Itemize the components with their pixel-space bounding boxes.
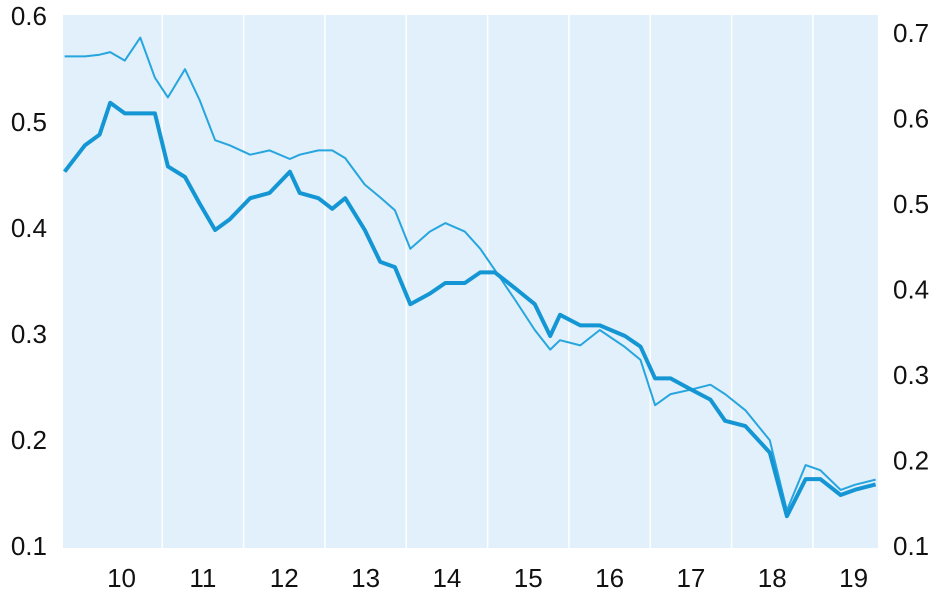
y2-tick-label: 0.3	[893, 360, 929, 390]
y-tick-label: 0.1	[11, 531, 47, 561]
x-tick-label: 18	[758, 563, 787, 593]
x-tick-label: 14	[432, 563, 461, 593]
x-tick-label: 19	[839, 563, 868, 593]
series-line	[63, 100, 877, 519]
y2-tick-label: 0.2	[893, 445, 929, 475]
y-tick-label: 0.5	[11, 107, 47, 137]
y-tick-label: 0.2	[11, 425, 47, 455]
x-tick-label: 17	[676, 563, 705, 593]
y2-tick-label: 0.5	[893, 189, 929, 219]
y-tick-label: 0.3	[11, 319, 47, 349]
x-tick-label: 10	[107, 563, 136, 593]
series-line	[64, 36, 876, 512]
y2-tick-label: 0.4	[893, 274, 929, 304]
x-tick-label: 15	[514, 563, 543, 593]
x-tick-label: 13	[351, 563, 380, 593]
x-tick-label: 11	[189, 563, 216, 593]
y2-tick-label: 0.6	[893, 103, 929, 133]
y2-tick-label: 0.1	[893, 531, 929, 561]
x-tick-label: 12	[270, 563, 299, 593]
y2-tick-label: 0.7	[893, 18, 929, 48]
y-tick-label: 0.6	[11, 1, 47, 31]
x-tick-label: 16	[595, 563, 624, 593]
y-tick-label: 0.4	[11, 213, 47, 243]
